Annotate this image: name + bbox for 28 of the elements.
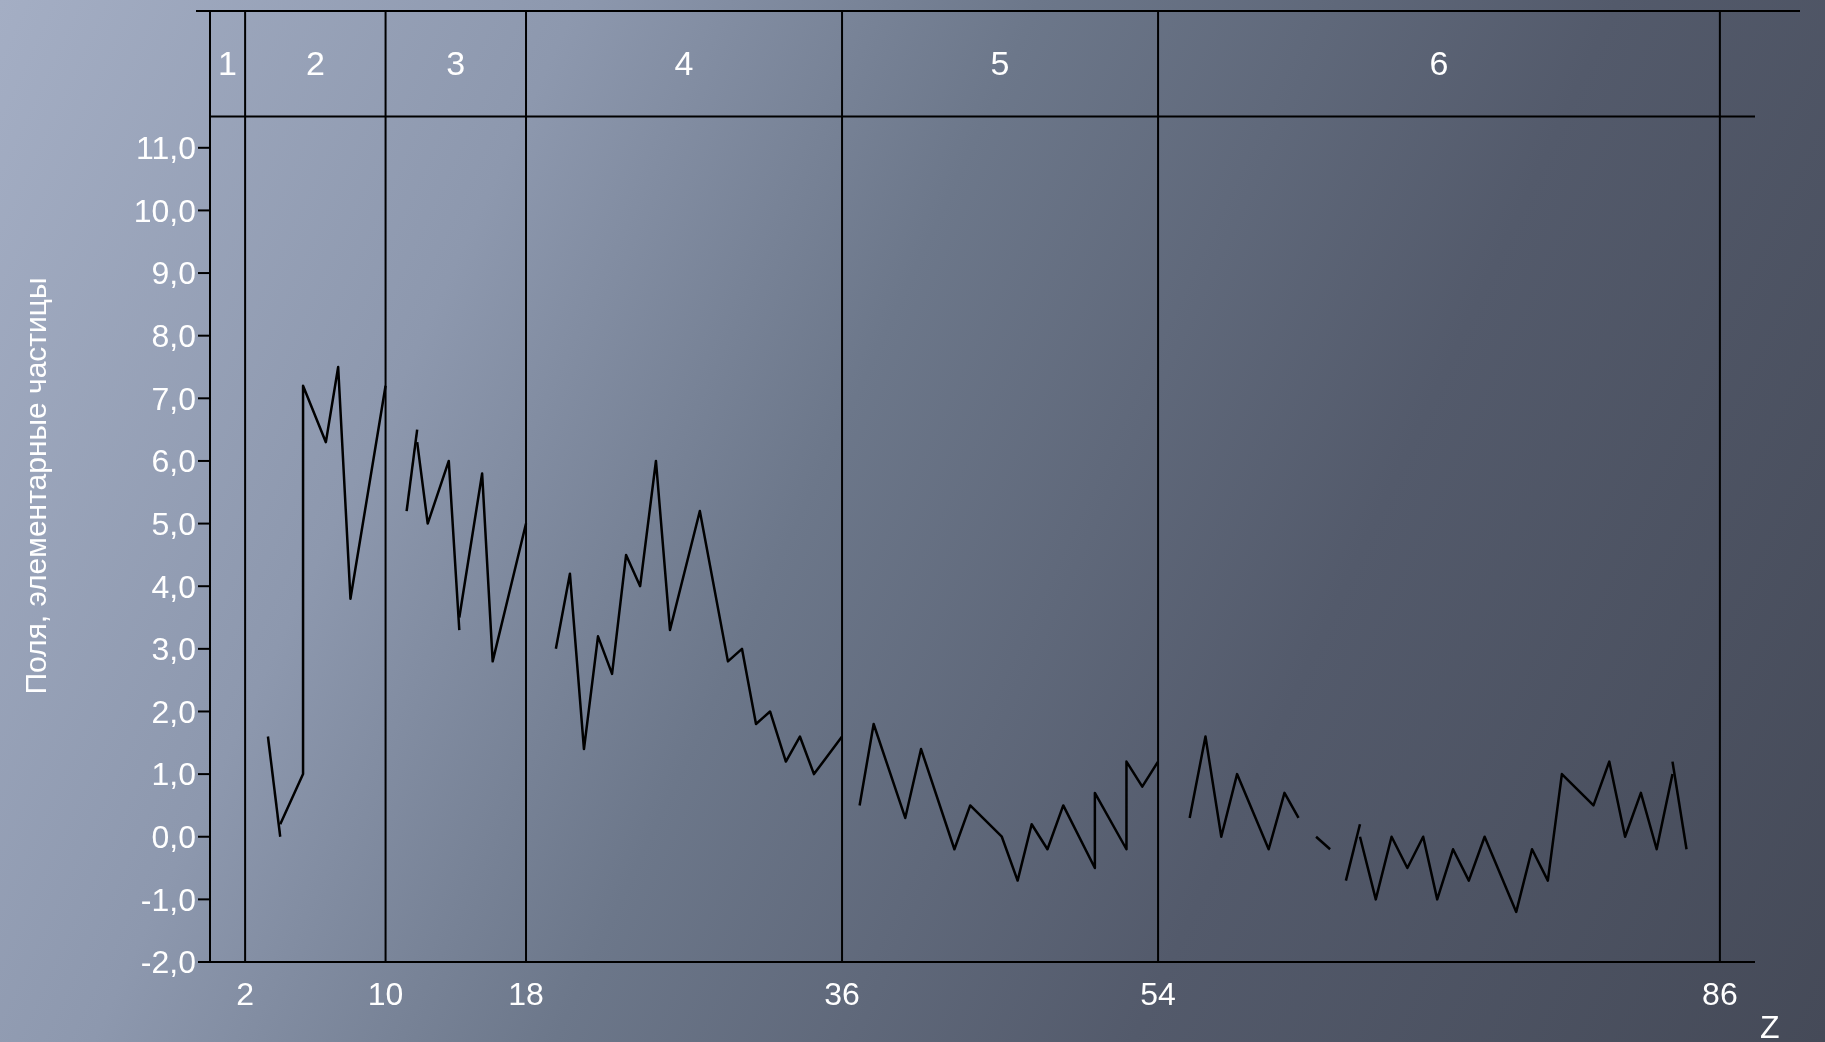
x-axis-title: Z — [1760, 1009, 1780, 1042]
annotation: 3 — [446, 44, 466, 83]
y-tick-label: 9,0 — [151, 255, 196, 292]
y-tick-label: 7,0 — [151, 380, 196, 417]
y-tick-label: 0,0 — [151, 819, 196, 856]
x-tick-label: 54 — [1140, 975, 1176, 1012]
y-tick-label: 1,0 — [151, 756, 196, 793]
x-tick-label: 10 — [367, 975, 404, 1012]
y-tick-label: 3,0 — [151, 631, 196, 668]
y-tick-label: 5,0 — [151, 505, 196, 542]
y-tick-label: 2,0 — [151, 693, 196, 730]
x-tick-label: 18 — [508, 975, 544, 1012]
annotation: 2 — [305, 44, 325, 83]
y-tick-label: -2,0 — [140, 944, 196, 981]
y-tick-label: -1,0 — [140, 881, 196, 918]
y-tick-label: 4,0 — [151, 568, 196, 605]
x-tick-label: 36 — [824, 975, 860, 1012]
annotation: 6 — [1429, 44, 1449, 83]
annotation: 1 — [218, 44, 238, 83]
x-tick-label: 86 — [1702, 975, 1738, 1012]
x-tick-label: 2 — [236, 975, 255, 1012]
annotation: 5 — [990, 44, 1010, 83]
y-tick-label: 6,0 — [151, 443, 196, 480]
annotation: 4 — [674, 44, 694, 83]
y-tick-label: 11,0 — [136, 130, 196, 167]
y-tick-label: 8,0 — [151, 318, 196, 355]
y-axis-title: Поля, элементарные частицы — [18, 277, 52, 695]
y-tick-label: 10,0 — [133, 192, 196, 229]
